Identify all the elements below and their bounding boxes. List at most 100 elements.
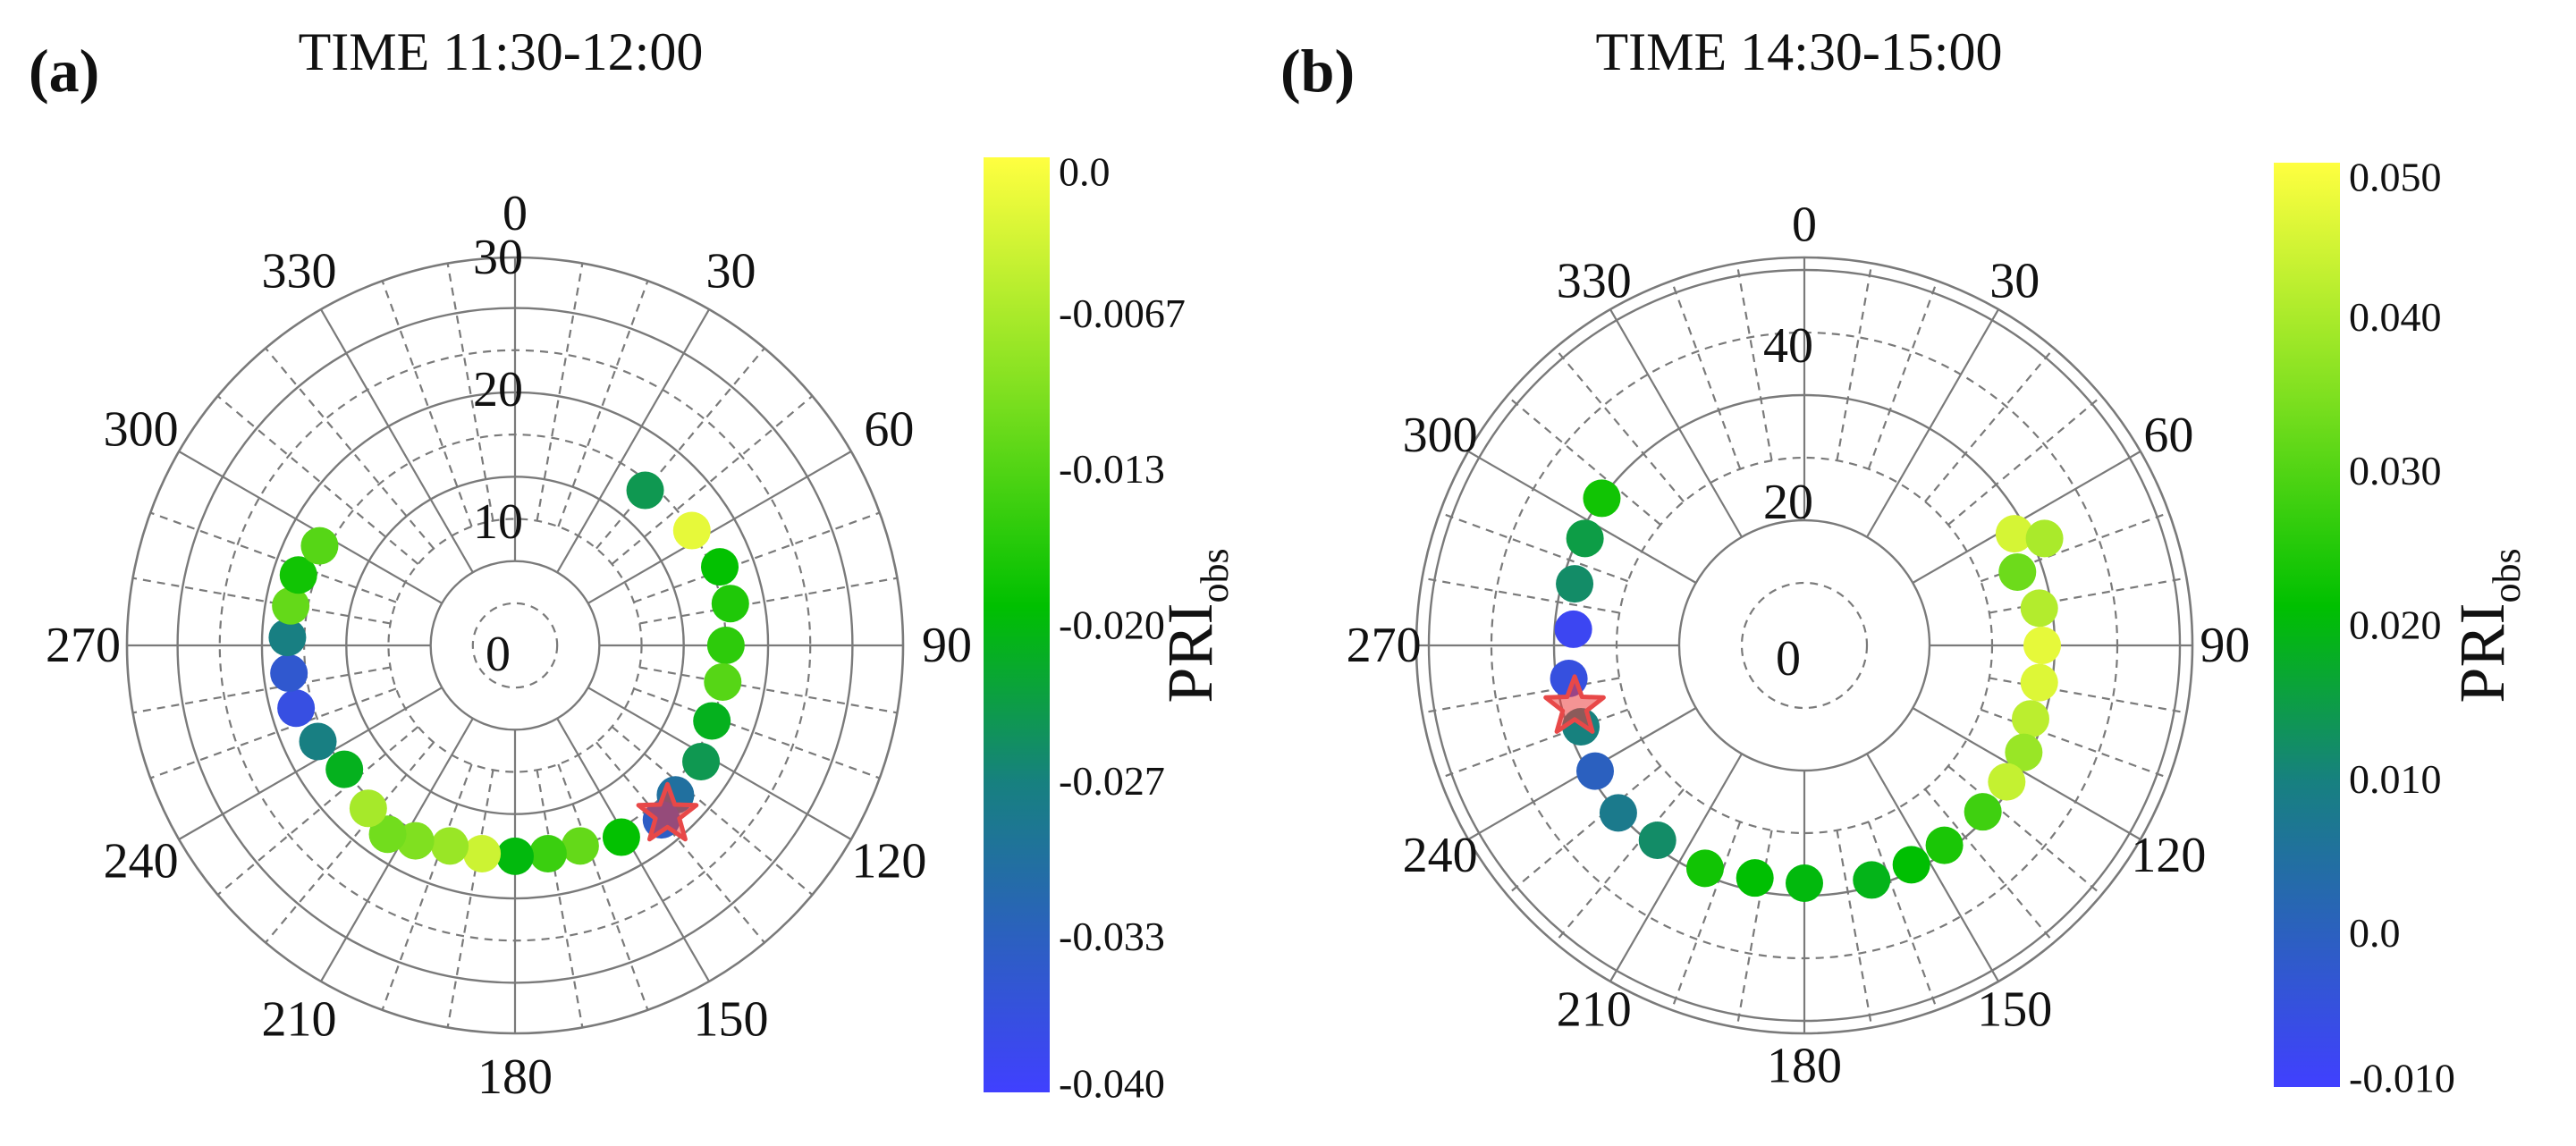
- colorbar-label-sub: obs: [1193, 548, 1237, 602]
- data-point-3: [2020, 589, 2058, 628]
- colorbar-tick: -0.010: [2349, 1056, 2455, 1101]
- spoke-320: [1554, 347, 1685, 502]
- colorbar-tick: -0.033: [1059, 914, 1165, 959]
- spoke-20: [1867, 280, 1938, 470]
- data-point-22: [1556, 565, 1594, 603]
- spoke-130: [611, 726, 814, 896]
- spoke-150: [1866, 753, 1999, 982]
- angle-label-210: 210: [261, 991, 336, 1047]
- colorbar-tick: 0.040: [2349, 294, 2442, 340]
- spoke-280: [132, 577, 391, 625]
- outer-ring: [1415, 256, 2194, 1035]
- panel-title-b: TIME 14:30-15:00: [1596, 22, 2003, 81]
- data-point-8: [1988, 763, 2026, 801]
- angle-label-150: 150: [694, 991, 769, 1047]
- colorbar-tick: -0.013: [1059, 446, 1165, 492]
- spoke-30: [1866, 308, 1999, 538]
- spoke-250: [149, 687, 397, 779]
- polar-panel-a: (a) TIME 11:30-12:00 0102030030609012015…: [29, 22, 1237, 1107]
- spoke-350: [446, 263, 494, 521]
- data-point-23: [268, 619, 307, 657]
- colorbar-label-sub: obs: [2485, 548, 2529, 602]
- data-point-11: [1892, 846, 1930, 884]
- angle-label-330: 330: [1557, 254, 1632, 309]
- polar-panel-b: (b) TIME 14:30-15:00 0 20 40 0 30 60 90 120 150 1…: [1280, 22, 2529, 1101]
- data-point-5: [2020, 663, 2058, 702]
- angle-label-90: 90: [2200, 618, 2250, 673]
- spoke-340: [1670, 280, 1742, 470]
- spoke-320: [265, 347, 435, 550]
- spoke-20: [557, 280, 649, 527]
- spoke-130: [1947, 765, 2103, 896]
- colorbar-label-main: PRI: [1154, 603, 1226, 704]
- data-point-6: [2011, 700, 2049, 738]
- spoke-140: [595, 741, 765, 944]
- spoke-220: [265, 741, 435, 944]
- angle-label-30: 30: [706, 244, 756, 299]
- panel-label-b: (b): [1280, 37, 1355, 105]
- data-point-12: [528, 834, 567, 872]
- spoke-330: [1609, 308, 1743, 538]
- data-point-1: [2025, 519, 2064, 558]
- colorbar-tick: 0.030: [2349, 448, 2442, 493]
- angle-label-210: 210: [1557, 982, 1632, 1037]
- data-point-12: [1853, 861, 1891, 899]
- spoke-160: [1867, 821, 1938, 1011]
- data-point-13: [1786, 864, 1823, 902]
- data-point-6: [693, 702, 731, 740]
- data-point-26: [300, 527, 339, 565]
- ring-40: [176, 307, 854, 984]
- colorbar-label-main: PRI: [2446, 603, 2518, 704]
- ring-dashed-35: [218, 349, 812, 942]
- data-point-3: [711, 585, 749, 623]
- data-point-18: [349, 789, 387, 828]
- polar-marks-a: [268, 471, 749, 875]
- spoke-290: [1439, 511, 1629, 583]
- spoke-40: [1924, 347, 2055, 502]
- outer-ring: [125, 256, 905, 1035]
- spoke-70: [633, 511, 881, 603]
- data-point-10: [602, 818, 640, 856]
- spoke-190: [446, 770, 494, 1028]
- spoke-140: [1924, 788, 2055, 944]
- data-point-14: [1736, 859, 1774, 897]
- angle-label-300: 300: [1403, 408, 1478, 463]
- data-point-22: [270, 654, 308, 693]
- colorbar-tick: -0.0067: [1059, 291, 1186, 336]
- data-point-4: [2023, 627, 2061, 664]
- data-point-18: [1575, 752, 1614, 790]
- data-point-21: [277, 689, 316, 728]
- data-point-25: [279, 556, 317, 594]
- spoke-220: [1554, 788, 1685, 944]
- colorbar-tick: 0.010: [2349, 756, 2442, 802]
- ring-dashed-30: [1615, 456, 1994, 835]
- data-point-13: [496, 837, 534, 875]
- radial-tick-20: 20: [1763, 475, 1813, 530]
- colorbar-tick: -0.020: [1059, 602, 1165, 648]
- angle-label-120: 120: [2131, 828, 2206, 883]
- angle-label-150: 150: [1977, 982, 2052, 1037]
- angle-label-60: 60: [864, 401, 914, 457]
- angle-label-330: 330: [261, 244, 336, 299]
- data-point-7: [682, 742, 721, 780]
- data-point-21: [1554, 610, 1592, 648]
- radial-tick-40: 40: [1763, 318, 1813, 374]
- colorbar-tick: 0.020: [2349, 602, 2442, 648]
- data-point-1: [672, 511, 711, 550]
- data-point-23: [1566, 519, 1604, 558]
- ring-dashed-5: [471, 602, 559, 689]
- spoke-170: [536, 770, 584, 1028]
- spoke-60: [1912, 451, 2141, 584]
- angle-label-180: 180: [1767, 1038, 1842, 1093]
- spoke-230: [1506, 765, 1661, 896]
- data-point-16: [1638, 822, 1677, 860]
- angle-label-60: 60: [2143, 408, 2193, 463]
- ring-dashed-50: [1490, 331, 2119, 960]
- angle-label-30: 30: [1989, 254, 2040, 309]
- ring-dashed-15: [387, 518, 643, 773]
- angle-label-240: 240: [104, 834, 179, 889]
- data-point-14: [463, 834, 502, 872]
- spoke-280: [1422, 577, 1620, 614]
- data-point-19: [325, 750, 364, 788]
